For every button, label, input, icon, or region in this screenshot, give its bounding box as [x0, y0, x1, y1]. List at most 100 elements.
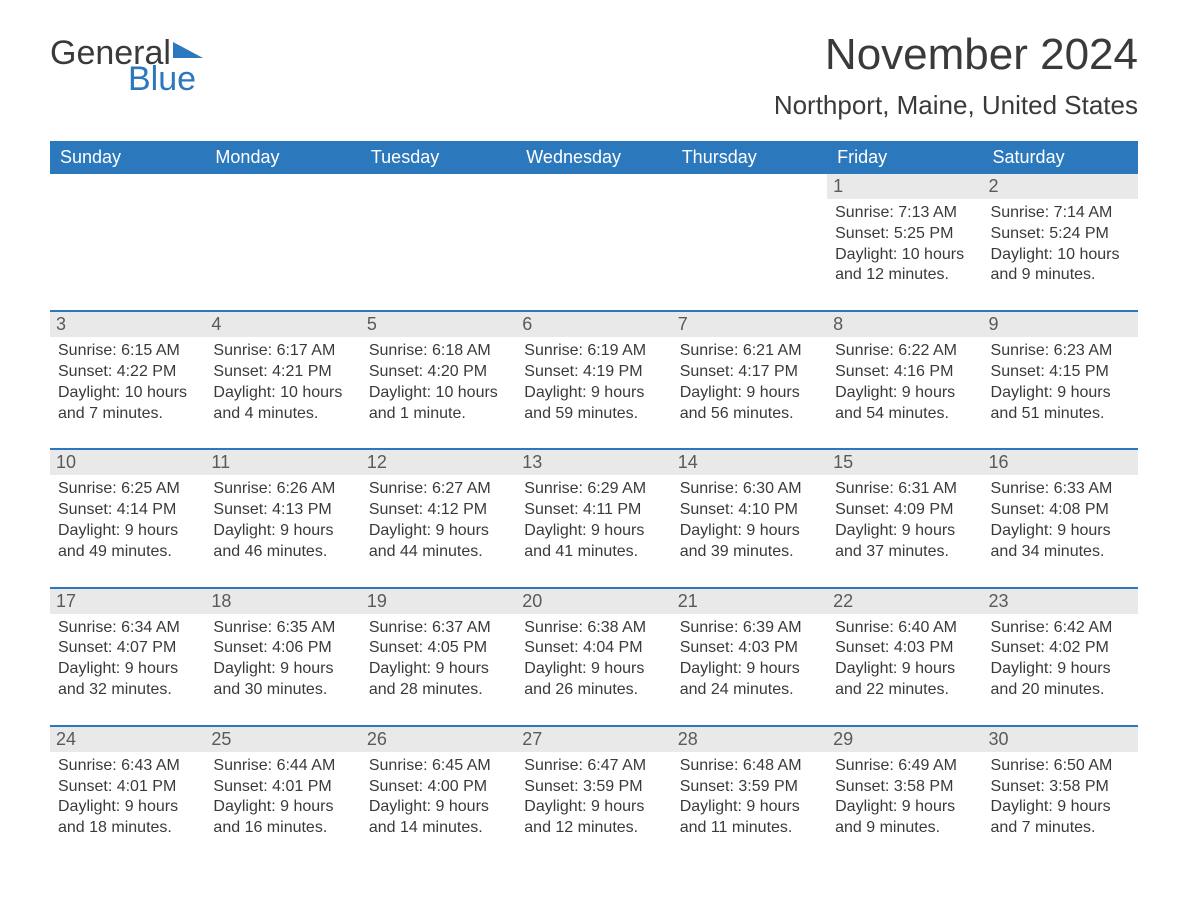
calendar-cell: 15 Sunrise: 6:31 AMSunset: 4:09 PMDayligh… — [827, 449, 982, 587]
day-body: Sunrise: 7:14 AMSunset: 5:24 PMDaylight:… — [991, 203, 1130, 286]
day-body: Sunrise: 6:34 AMSunset: 4:07 PMDaylight:… — [58, 618, 197, 701]
day-line: Daylight: 10 hours and 1 minute. — [369, 383, 508, 425]
day-line: Sunrise: 6:19 AM — [524, 341, 663, 362]
day-body: Sunrise: 6:31 AMSunset: 4:09 PMDaylight:… — [835, 479, 974, 562]
day-line: Daylight: 9 hours and 22 minutes. — [835, 659, 974, 701]
day-line: Daylight: 9 hours and 39 minutes. — [680, 521, 819, 563]
day-body: Sunrise: 6:44 AMSunset: 4:01 PMDaylight:… — [213, 756, 352, 839]
day-line: Sunset: 4:17 PM — [680, 362, 819, 383]
day-line: Sunrise: 6:25 AM — [58, 479, 197, 500]
calendar-cell: 25Sunrise: 6:44 AMSunset: 4:01 PMDayligh… — [205, 726, 360, 863]
day-line: Daylight: 9 hours and 37 minutes. — [835, 521, 974, 563]
day-number: 11 — [205, 450, 360, 475]
day-body: Sunrise: 6:35 AMSunset: 4:06 PMDaylight:… — [213, 618, 352, 701]
calendar-cell: 27 Sunrise: 6:47 AMSunset: 3:59 PMDayligh… — [516, 726, 671, 863]
day-line: Sunrise: 6:26 AM — [213, 479, 352, 500]
day-line: Daylight: 9 hours and 14 minutes. — [369, 797, 508, 839]
day-body: Sunrise: 6:30 AMSunset: 4:10 PMDaylight:… — [680, 479, 819, 562]
day-line: Sunset: 4:14 PM — [58, 500, 197, 521]
day-number: 19 — [361, 589, 516, 614]
day-number: 18 — [205, 589, 360, 614]
day-line: Sunrise: 6:29 AM — [524, 479, 663, 500]
day-number: 1 — [827, 174, 982, 199]
day-body: Sunrise: 6:38 AMSunset: 4:04 PMDaylight:… — [524, 618, 663, 701]
day-body: Sunrise: 6:43 AMSunset: 4:01 PMDaylight:… — [58, 756, 197, 839]
day-number: 20 — [516, 589, 671, 614]
day-header: Friday — [827, 141, 982, 174]
day-number: 15 — [827, 450, 982, 475]
day-line: Sunrise: 6:38 AM — [524, 618, 663, 639]
day-number: 30 — [983, 727, 1138, 752]
day-number: 27 — [516, 727, 671, 752]
day-line: Sunset: 5:25 PM — [835, 224, 974, 245]
day-number: 13 — [516, 450, 671, 475]
calendar-cell: 5Sunrise: 6:18 AMSunset: 4:20 PMDaylight… — [361, 311, 516, 449]
day-line: Sunrise: 6:45 AM — [369, 756, 508, 777]
day-number: 3 — [50, 312, 205, 337]
day-line: Sunset: 3:58 PM — [991, 777, 1130, 798]
calendar-cell: 26 Sunrise: 6:45 AMSunset: 4:00 PMDayligh… — [361, 726, 516, 863]
day-line: Sunrise: 7:13 AM — [835, 203, 974, 224]
day-number: 29 — [827, 727, 982, 752]
day-line: Sunrise: 6:37 AM — [369, 618, 508, 639]
calendar-cell: 4Sunrise: 6:17 AMSunset: 4:21 PMDaylight… — [205, 311, 360, 449]
day-number: 26 — [361, 727, 516, 752]
day-line: Daylight: 9 hours and 24 minutes. — [680, 659, 819, 701]
day-body: Sunrise: 6:22 AMSunset: 4:16 PMDaylight:… — [835, 341, 974, 424]
day-body: Sunrise: 6:25 AMSunset: 4:14 PMDaylight:… — [58, 479, 197, 562]
calendar-cell — [361, 174, 516, 311]
day-line: Sunrise: 6:42 AM — [991, 618, 1130, 639]
day-number: 23 — [983, 589, 1138, 614]
day-body: Sunrise: 6:19 AMSunset: 4:19 PMDaylight:… — [524, 341, 663, 424]
day-header: Saturday — [983, 141, 1138, 174]
day-number: 14 — [672, 450, 827, 475]
day-header: Monday — [205, 141, 360, 174]
calendar-week: 10Sunrise: 6:25 AMSunset: 4:14 PMDayligh… — [50, 449, 1138, 587]
day-line: Daylight: 9 hours and 11 minutes. — [680, 797, 819, 839]
day-body: Sunrise: 6:33 AMSunset: 4:08 PMDaylight:… — [991, 479, 1130, 562]
day-number: 4 — [205, 312, 360, 337]
day-number: 9 — [983, 312, 1138, 337]
day-number: 7 — [672, 312, 827, 337]
day-line: Daylight: 9 hours and 54 minutes. — [835, 383, 974, 425]
day-body: Sunrise: 6:21 AMSunset: 4:17 PMDaylight:… — [680, 341, 819, 424]
day-number: 21 — [672, 589, 827, 614]
calendar-cell — [672, 174, 827, 311]
calendar-week: 1Sunrise: 7:13 AMSunset: 5:25 PMDaylight… — [50, 174, 1138, 311]
day-line: Daylight: 9 hours and 41 minutes. — [524, 521, 663, 563]
day-line: Daylight: 9 hours and 30 minutes. — [213, 659, 352, 701]
day-line: Daylight: 9 hours and 34 minutes. — [991, 521, 1130, 563]
day-line: Sunset: 4:08 PM — [991, 500, 1130, 521]
day-number: 28 — [672, 727, 827, 752]
day-line: Sunrise: 6:18 AM — [369, 341, 508, 362]
day-line: Daylight: 9 hours and 56 minutes. — [680, 383, 819, 425]
calendar-week: 3Sunrise: 6:15 AMSunset: 4:22 PMDaylight… — [50, 311, 1138, 449]
day-body: Sunrise: 6:39 AMSunset: 4:03 PMDaylight:… — [680, 618, 819, 701]
calendar-cell: 28Sunrise: 6:48 AMSunset: 3:59 PMDayligh… — [672, 726, 827, 863]
day-line: Sunset: 4:04 PM — [524, 638, 663, 659]
day-body: Sunrise: 6:45 AMSunset: 4:00 PMDaylight:… — [369, 756, 508, 839]
day-line: Sunset: 3:58 PM — [835, 777, 974, 798]
day-line: Sunset: 4:11 PM — [524, 500, 663, 521]
day-line: Sunrise: 6:47 AM — [524, 756, 663, 777]
day-number: 22 — [827, 589, 982, 614]
day-body: Sunrise: 6:27 AMSunset: 4:12 PMDaylight:… — [369, 479, 508, 562]
day-number: 6 — [516, 312, 671, 337]
flag-icon — [173, 30, 203, 64]
day-line: Sunrise: 6:30 AM — [680, 479, 819, 500]
day-line: Sunset: 4:03 PM — [680, 638, 819, 659]
day-line: Sunset: 4:19 PM — [524, 362, 663, 383]
calendar-cell: 16Sunrise: 6:33 AMSunset: 4:08 PMDayligh… — [983, 449, 1138, 587]
day-line: Sunrise: 6:31 AM — [835, 479, 974, 500]
day-line: Daylight: 9 hours and 51 minutes. — [991, 383, 1130, 425]
day-line: Daylight: 9 hours and 20 minutes. — [991, 659, 1130, 701]
day-line: Daylight: 10 hours and 4 minutes. — [213, 383, 352, 425]
calendar-cell: 21 Sunrise: 6:39 AMSunset: 4:03 PMDayligh… — [672, 588, 827, 726]
day-line: Daylight: 9 hours and 7 minutes. — [991, 797, 1130, 839]
day-body: Sunrise: 6:26 AMSunset: 4:13 PMDaylight:… — [213, 479, 352, 562]
day-number: 8 — [827, 312, 982, 337]
day-line: Sunset: 4:22 PM — [58, 362, 197, 383]
day-body: Sunrise: 6:47 AMSunset: 3:59 PMDaylight:… — [524, 756, 663, 839]
day-body: Sunrise: 6:37 AMSunset: 4:05 PMDaylight:… — [369, 618, 508, 701]
day-line: Sunset: 4:13 PM — [213, 500, 352, 521]
